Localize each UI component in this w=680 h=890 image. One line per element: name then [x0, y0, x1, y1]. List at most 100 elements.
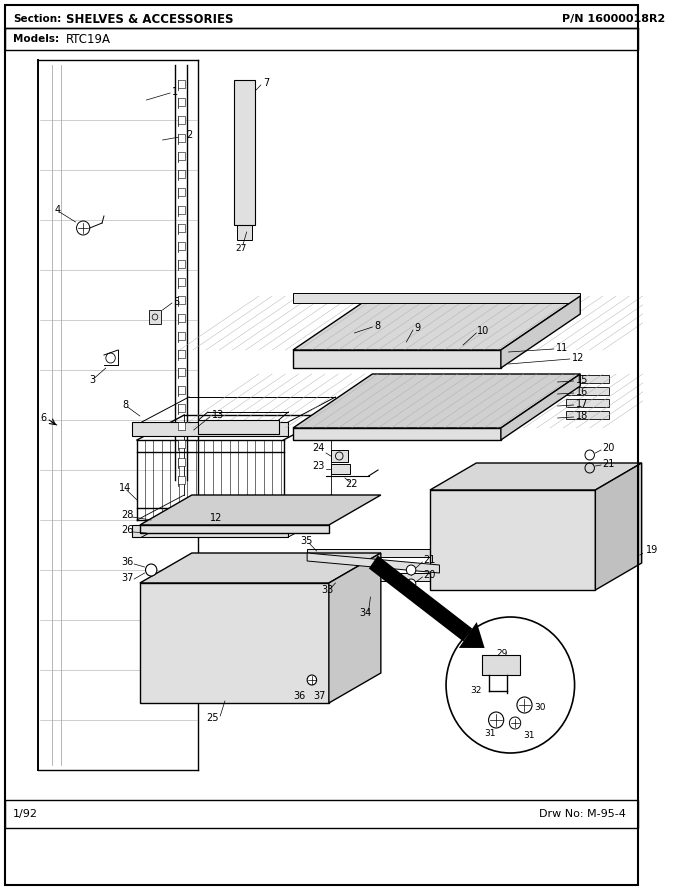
Bar — [482, 655, 520, 675]
Text: 32: 32 — [471, 685, 482, 694]
Text: 8: 8 — [374, 321, 380, 331]
Text: 30: 30 — [534, 702, 545, 711]
Bar — [177, 224, 185, 232]
Text: 16: 16 — [575, 387, 588, 397]
Bar — [5, 28, 638, 50]
Text: 23: 23 — [312, 461, 324, 471]
Bar — [177, 440, 185, 448]
Text: 34: 34 — [359, 608, 371, 618]
Polygon shape — [140, 583, 329, 703]
Bar — [177, 206, 185, 214]
Polygon shape — [329, 553, 381, 703]
Text: 5: 5 — [173, 297, 180, 307]
Text: 13: 13 — [211, 410, 224, 420]
Text: Drw No: M-95-4: Drw No: M-95-4 — [539, 809, 626, 819]
Text: SHELVES & ACCESSORIES: SHELVES & ACCESSORIES — [66, 12, 234, 26]
Text: 1/92: 1/92 — [13, 809, 38, 819]
Polygon shape — [369, 555, 472, 642]
Text: Section:: Section: — [13, 14, 61, 24]
Bar — [177, 476, 185, 484]
Polygon shape — [140, 525, 329, 533]
Bar — [177, 98, 185, 106]
Bar — [566, 411, 609, 419]
Bar — [177, 134, 185, 142]
Polygon shape — [430, 490, 596, 590]
Polygon shape — [140, 495, 381, 525]
Text: 25: 25 — [206, 713, 218, 723]
Text: 2: 2 — [186, 130, 192, 140]
Text: 6: 6 — [41, 413, 47, 423]
Polygon shape — [293, 296, 580, 350]
Text: 1: 1 — [172, 87, 178, 97]
Bar — [177, 242, 185, 250]
Bar — [5, 800, 638, 828]
Text: 21: 21 — [424, 555, 436, 565]
Bar — [330, 450, 347, 462]
Polygon shape — [293, 428, 501, 440]
Text: 26: 26 — [121, 525, 133, 535]
Polygon shape — [307, 553, 439, 573]
Bar — [235, 80, 255, 225]
Text: 8: 8 — [123, 400, 129, 410]
Bar — [330, 464, 350, 474]
Circle shape — [146, 564, 157, 576]
Polygon shape — [501, 374, 580, 440]
Polygon shape — [293, 350, 501, 368]
Bar — [177, 314, 185, 322]
Text: 18: 18 — [575, 411, 588, 421]
Text: 9: 9 — [414, 323, 420, 333]
Text: Models:: Models: — [13, 34, 59, 44]
Bar — [177, 296, 185, 304]
Polygon shape — [293, 374, 580, 428]
Text: 31: 31 — [484, 729, 495, 738]
Bar — [177, 422, 185, 430]
Text: 37: 37 — [313, 691, 326, 701]
Circle shape — [407, 565, 415, 575]
Circle shape — [446, 617, 575, 753]
Bar — [177, 116, 185, 124]
Bar — [177, 350, 185, 358]
Circle shape — [407, 579, 415, 589]
Text: 19: 19 — [647, 545, 659, 555]
Text: 20: 20 — [424, 570, 436, 580]
Text: 27: 27 — [235, 244, 247, 253]
Bar — [307, 549, 439, 557]
Polygon shape — [430, 463, 642, 490]
Text: 4: 4 — [55, 205, 61, 215]
Text: 3: 3 — [90, 375, 96, 385]
Text: 12: 12 — [572, 353, 584, 363]
Text: 21: 21 — [602, 459, 614, 469]
Bar — [177, 260, 185, 268]
Text: 28: 28 — [121, 510, 133, 520]
Bar — [177, 368, 185, 376]
Text: 24: 24 — [312, 443, 324, 453]
Bar — [566, 387, 609, 395]
Bar — [177, 386, 185, 394]
Text: 11: 11 — [556, 343, 568, 353]
Text: 36: 36 — [121, 557, 133, 567]
Text: 37: 37 — [121, 573, 133, 583]
Polygon shape — [596, 463, 642, 590]
Text: RTC19A: RTC19A — [66, 33, 111, 45]
Bar — [133, 422, 288, 436]
Text: 12: 12 — [210, 513, 222, 523]
Bar — [177, 332, 185, 340]
Text: 33: 33 — [322, 585, 334, 595]
Text: 29: 29 — [496, 649, 507, 658]
Text: 14: 14 — [119, 483, 131, 493]
Text: 22: 22 — [345, 479, 358, 489]
Text: P/N 16000018R2: P/N 16000018R2 — [562, 14, 666, 24]
Bar — [177, 404, 185, 412]
Bar — [293, 293, 580, 303]
Bar — [199, 420, 279, 434]
Polygon shape — [140, 553, 381, 583]
Bar — [177, 278, 185, 286]
Bar — [237, 225, 252, 240]
Bar — [566, 375, 609, 383]
Text: 20: 20 — [602, 443, 614, 453]
Text: 10: 10 — [477, 326, 490, 336]
Bar — [566, 399, 609, 407]
Text: 15: 15 — [575, 375, 588, 385]
Polygon shape — [501, 296, 580, 368]
Polygon shape — [459, 622, 485, 648]
